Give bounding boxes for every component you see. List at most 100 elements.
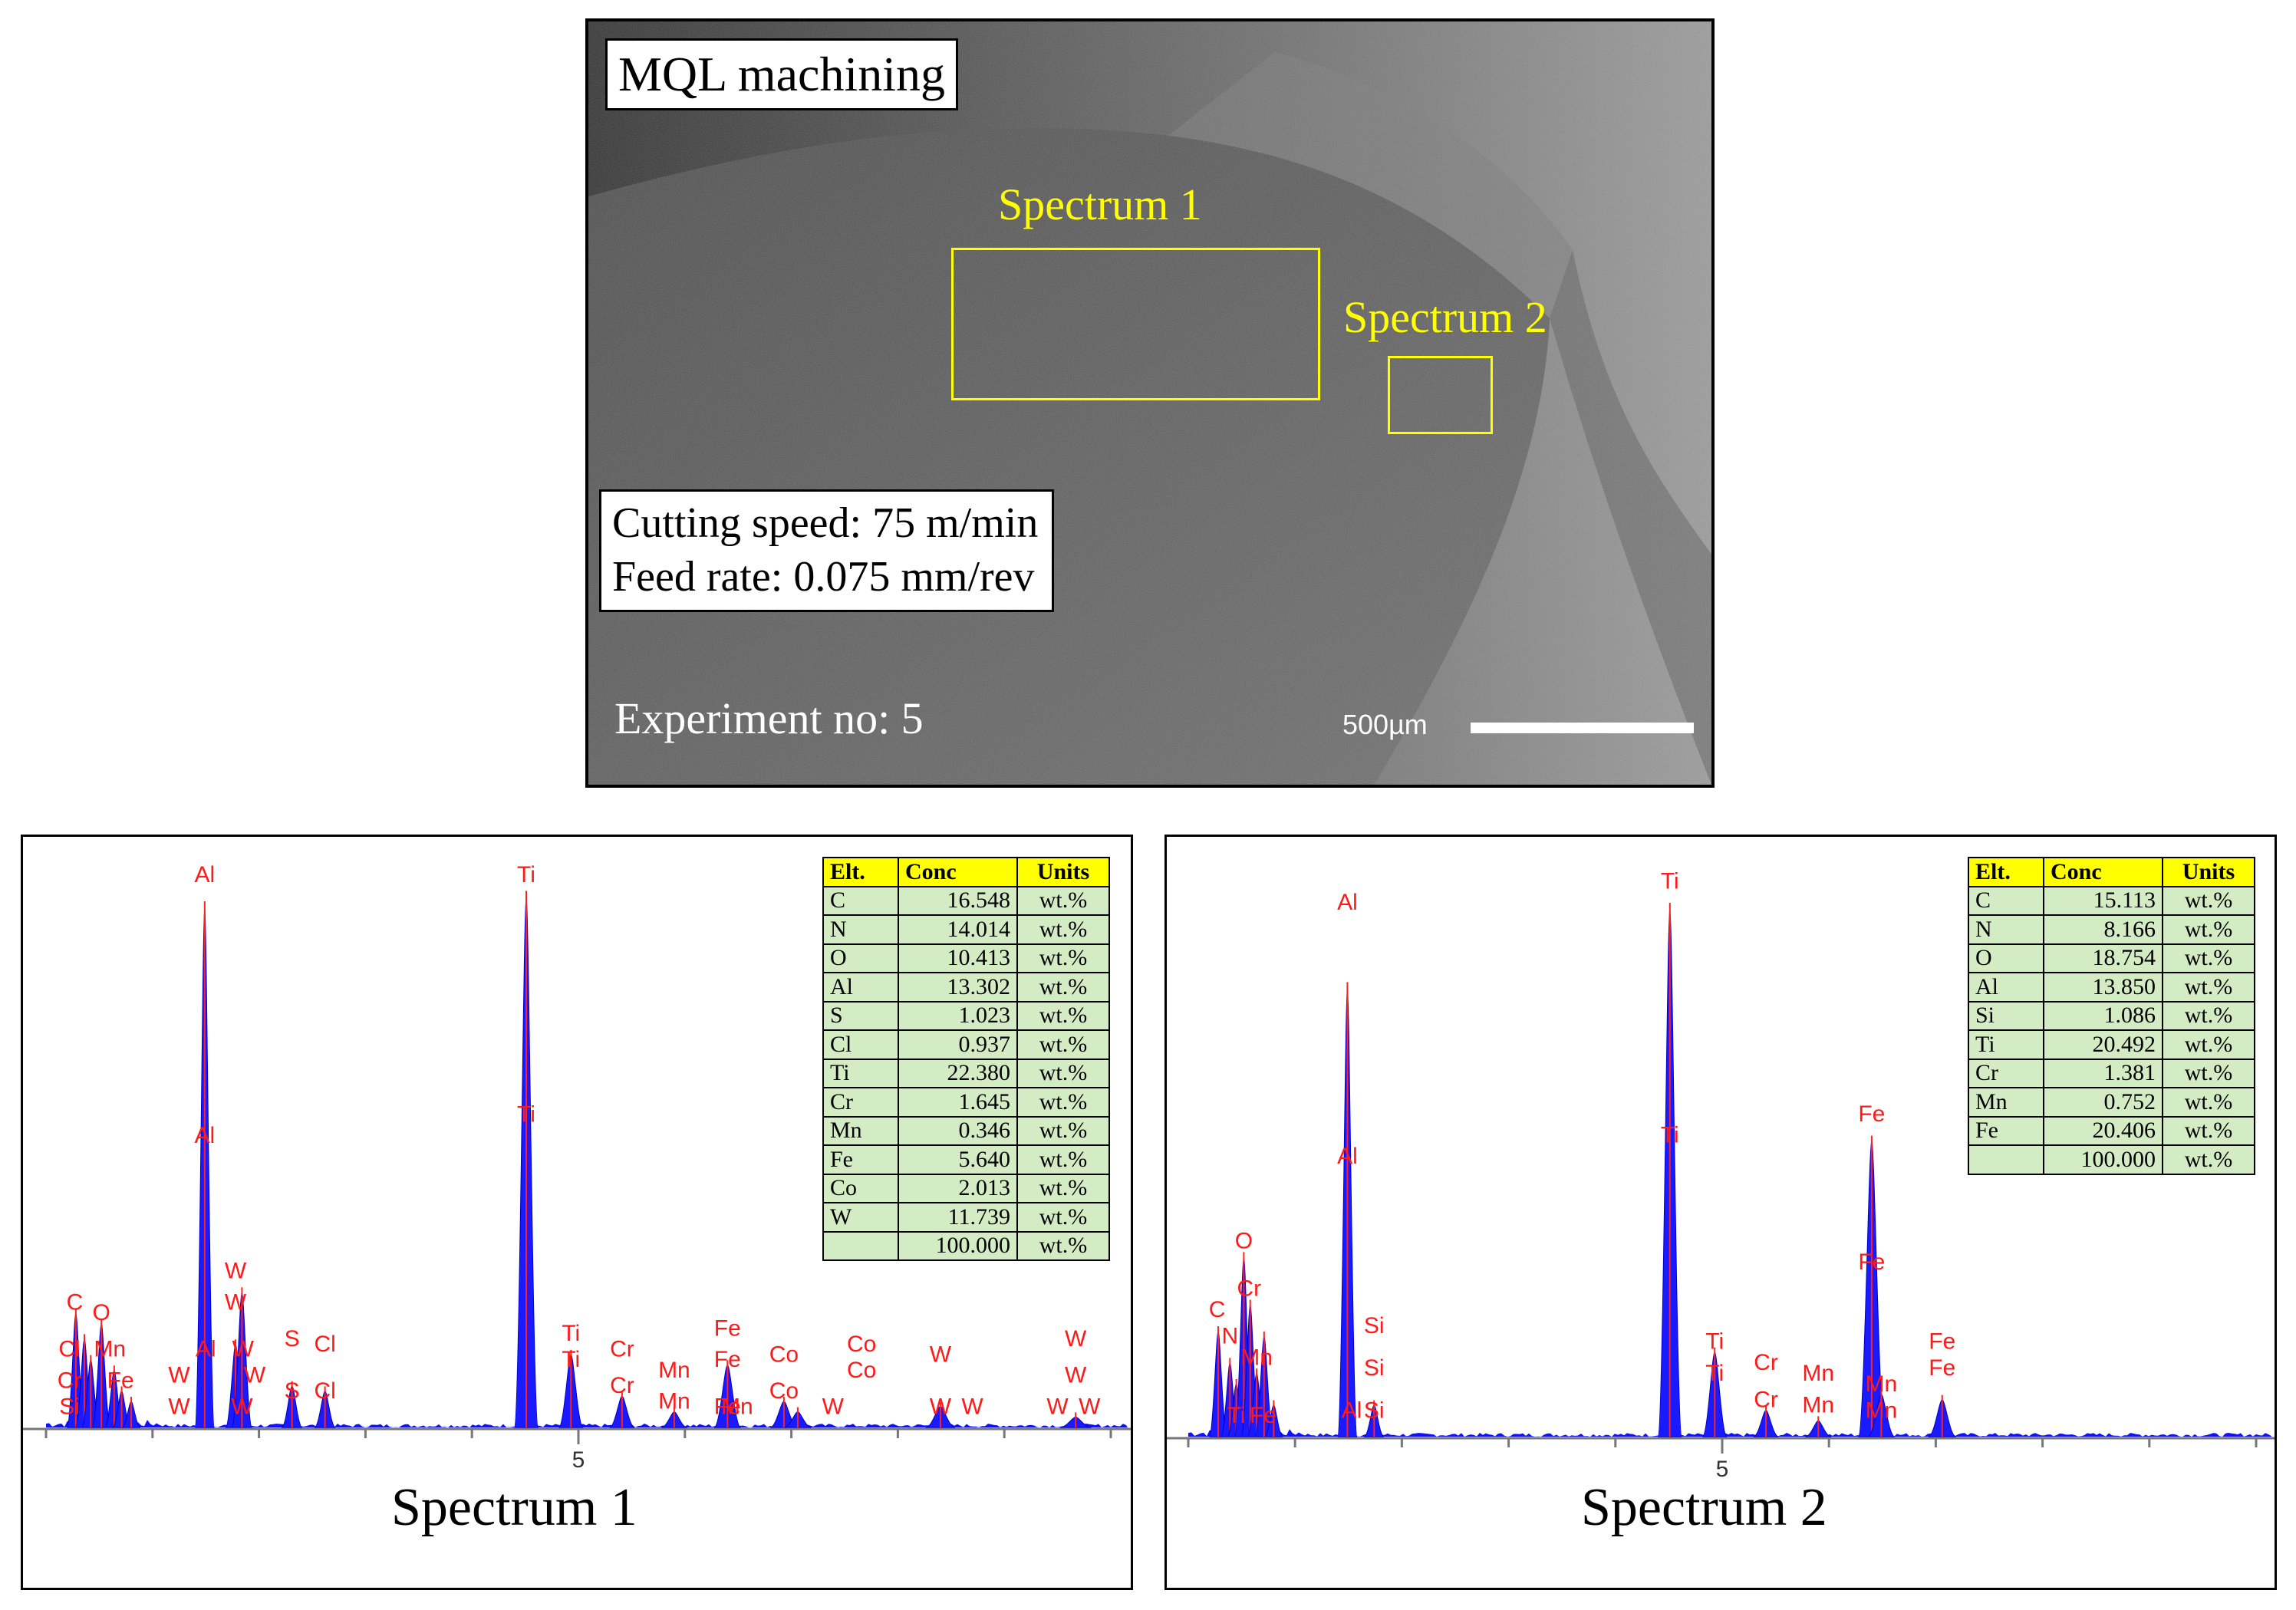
element-label: W bbox=[231, 1394, 253, 1419]
element-label: Si bbox=[59, 1394, 80, 1419]
element-label: Si bbox=[1364, 1355, 1385, 1381]
element-label: Fe bbox=[714, 1347, 741, 1372]
table-cell: 8.166 bbox=[2043, 914, 2163, 945]
table-cell: wt.% bbox=[1016, 1202, 1110, 1233]
table-cell: wt.% bbox=[2162, 943, 2255, 973]
table-cell: 1.086 bbox=[2043, 1000, 2163, 1031]
table-cell: W bbox=[822, 1202, 899, 1233]
table-cell: Ti bbox=[1968, 1029, 2044, 1060]
table-cell: wt.% bbox=[2162, 1087, 2255, 1118]
table-cell: N bbox=[1968, 914, 2044, 945]
element-label: Cr bbox=[610, 1373, 634, 1398]
table-cell: 0.937 bbox=[898, 1029, 1018, 1060]
table-cell: wt.% bbox=[2162, 972, 2255, 1003]
table-cell: wt.% bbox=[1016, 1087, 1110, 1118]
table-row: S 1.023 wt.% bbox=[822, 1000, 1110, 1031]
table-header-cell: Conc bbox=[898, 857, 1018, 887]
table-row: N 14.014 wt.% bbox=[822, 914, 1110, 945]
table-header-cell: Units bbox=[1016, 857, 1110, 887]
element-label: S bbox=[285, 1378, 300, 1404]
element-label: W bbox=[244, 1363, 266, 1388]
element-label: Ti bbox=[1661, 1123, 1679, 1148]
table-cell: wt.% bbox=[2162, 1029, 2255, 1060]
table-cell: 100.000 bbox=[898, 1230, 1018, 1261]
table-cell: wt.% bbox=[2162, 1144, 2255, 1175]
table-row: Fe 20.406 wt.% bbox=[1968, 1115, 2255, 1146]
spectrum1-region-box bbox=[951, 248, 1320, 400]
spectrum1-panel: 5 Al Al Ti Ti C O W W S Cl Ti Cr Cr Mn Mn Fe Fe Co Co Co Co W W… bbox=[21, 835, 1133, 1590]
scale-bar-label: 500µm bbox=[1342, 709, 1428, 740]
table-cell: C bbox=[1968, 885, 2044, 916]
table-header-row: Elt. Conc Units bbox=[1968, 857, 2255, 887]
table-cell: O bbox=[822, 943, 899, 973]
table-header-cell: Elt. bbox=[1968, 857, 2044, 887]
element-label: Al bbox=[1342, 1398, 1362, 1423]
table-row: 100.000 wt.% bbox=[822, 1230, 1110, 1261]
spectrum1-title: Spectrum 1 bbox=[391, 1478, 637, 1537]
table-cell: Mn bbox=[822, 1115, 899, 1146]
axis-tick-label: 5 bbox=[572, 1447, 585, 1473]
element-label: W bbox=[1079, 1394, 1101, 1419]
table-cell: 1.381 bbox=[2043, 1058, 2163, 1088]
spectrum2-panel: 5 Al Al Ti Ti Fe Fe O Cr C N Mn Si Si Ti Ti Cr Cr Mn Mn Mn Mn… bbox=[1164, 835, 2277, 1590]
element-label: Cl bbox=[58, 1337, 80, 1362]
element-label: O bbox=[1235, 1229, 1253, 1254]
table-cell: Mn bbox=[1968, 1087, 2044, 1118]
table-row: 100.000 wt.% bbox=[1968, 1144, 2255, 1175]
spectrum2-title: Spectrum 2 bbox=[1581, 1478, 1827, 1537]
table-row: N 8.166 wt.% bbox=[1968, 914, 2255, 945]
element-label: Co bbox=[769, 1342, 799, 1367]
table-header-row: Elt. Conc Units bbox=[822, 857, 1110, 887]
table-cell bbox=[822, 1230, 899, 1261]
cutting-speed-text: Cutting speed: 75 m/min bbox=[612, 499, 1039, 547]
element-label: Fe bbox=[714, 1315, 741, 1341]
table-row: Mn 0.752 wt.% bbox=[1968, 1087, 2255, 1118]
element-label: Co bbox=[769, 1378, 799, 1404]
table-cell: Fe bbox=[822, 1144, 899, 1175]
element-label: Fe bbox=[714, 1394, 741, 1419]
table-cell: Si bbox=[1968, 1000, 2044, 1031]
table-cell: 5.640 bbox=[898, 1144, 1018, 1175]
element-label: Mn bbox=[1802, 1392, 1834, 1417]
table-row: Ti 20.492 wt.% bbox=[1968, 1029, 2255, 1060]
element-label: Si bbox=[1364, 1313, 1385, 1338]
element-label: Ti bbox=[1661, 868, 1679, 894]
element-label: Al bbox=[194, 1123, 215, 1148]
table-cell: N bbox=[822, 914, 899, 945]
element-label: W bbox=[225, 1289, 247, 1315]
element-label: Ti bbox=[1705, 1329, 1724, 1355]
table-cell: wt.% bbox=[1016, 1144, 1110, 1175]
table-cell: wt.% bbox=[2162, 1058, 2255, 1088]
element-label: W bbox=[1065, 1363, 1087, 1388]
element-label: Cr bbox=[610, 1337, 634, 1362]
element-label: Cr bbox=[58, 1368, 82, 1393]
element-label: Fe bbox=[1929, 1329, 1955, 1355]
table-cell: 13.302 bbox=[898, 972, 1018, 1003]
table-cell: 16.548 bbox=[898, 885, 1018, 916]
table-cell: 14.014 bbox=[898, 914, 1018, 945]
element-label: Cl bbox=[314, 1332, 335, 1357]
table-row: W 11.739 wt.% bbox=[822, 1202, 1110, 1233]
element-label: W bbox=[1065, 1326, 1087, 1352]
table-row: Si 1.086 wt.% bbox=[1968, 1000, 2255, 1031]
element-label: Ti bbox=[517, 1102, 535, 1128]
element-label: W bbox=[930, 1394, 952, 1419]
element-label: W bbox=[225, 1259, 247, 1284]
table-cell: 0.752 bbox=[2043, 1087, 2163, 1118]
table-cell: 13.850 bbox=[2043, 972, 2163, 1003]
table-header-cell: Conc bbox=[2043, 857, 2163, 887]
table-cell: 0.346 bbox=[898, 1115, 1018, 1146]
spectrum2-table: Elt. Conc Units C 15.113 wt.% N 8.166 wt.% O 18.75… bbox=[1968, 857, 2255, 1175]
element-label: W bbox=[1046, 1394, 1069, 1419]
table-row: O 10.413 wt.% bbox=[822, 943, 1110, 973]
experiment-text: Experiment no: 5 bbox=[614, 693, 924, 743]
element-label: Cr bbox=[1237, 1276, 1262, 1302]
element-label: S bbox=[285, 1326, 300, 1352]
element-label: Mn bbox=[1866, 1398, 1898, 1423]
table-cell: 15.113 bbox=[2043, 885, 2163, 916]
table-cell: C bbox=[822, 885, 899, 916]
element-label: Ti bbox=[562, 1321, 580, 1346]
element-label: Al bbox=[1337, 890, 1358, 915]
table-cell: wt.% bbox=[2162, 914, 2255, 945]
